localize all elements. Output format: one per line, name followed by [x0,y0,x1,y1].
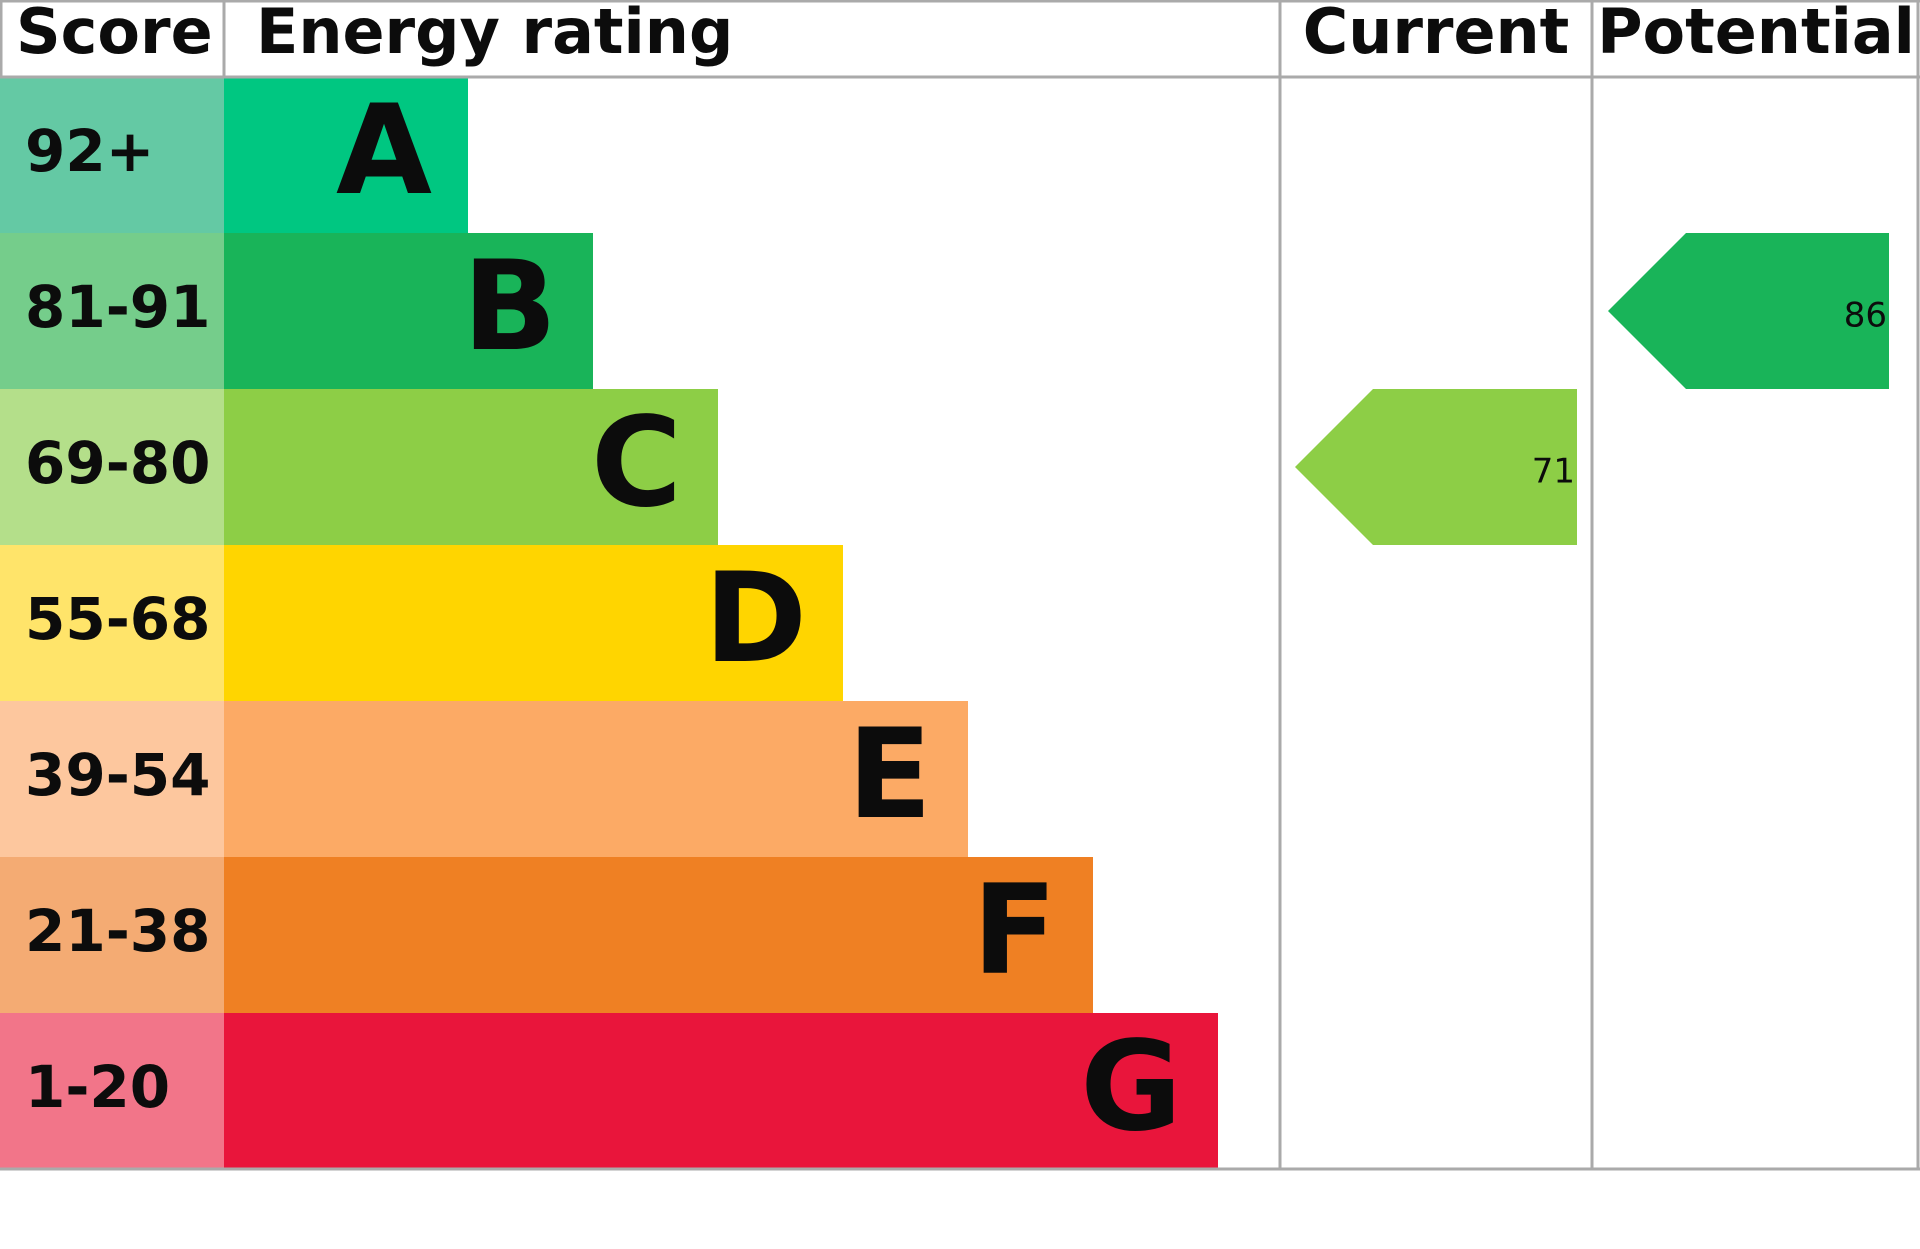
score-label: 21-38 [25,897,211,965]
rating-bar [224,857,1093,1013]
score-cell [0,857,224,1013]
score-cell [0,545,224,701]
score-cell [0,389,224,545]
rating-letter: F [972,859,1057,1003]
rating-letter: B [462,235,557,379]
score-label: 81-91 [25,273,211,341]
score-label: 69-80 [25,429,211,497]
score-label: 39-54 [25,741,211,809]
header-score: Score [16,0,213,68]
score-cell [0,701,224,857]
arrow-value: 86 [1844,296,1887,336]
rating-bar [224,77,468,233]
rating-arrow [1608,233,1889,389]
rating-letter: D [704,547,807,691]
rating-letter: E [847,703,932,847]
header-rating: Energy rating [256,0,733,68]
rating-arrow [1295,389,1577,545]
score-cell [0,1013,224,1169]
rating-letter: C [591,391,682,535]
score-cell [0,77,224,233]
rating-bar [224,233,593,389]
score-cell [0,233,224,389]
rating-bar [224,545,843,701]
rating-letter: G [1080,1015,1182,1159]
header-current: Current [1303,0,1570,68]
score-label: 55-68 [25,585,211,653]
rating-letter: A [336,79,432,223]
rating-bar [224,701,968,857]
score-label: 92+ [25,117,154,185]
arrow-value: 71 [1532,452,1575,492]
header-potential: Potential [1597,0,1915,68]
rating-bar [224,389,718,545]
rating-bar [224,1013,1218,1169]
score-label: 1-20 [25,1053,170,1121]
